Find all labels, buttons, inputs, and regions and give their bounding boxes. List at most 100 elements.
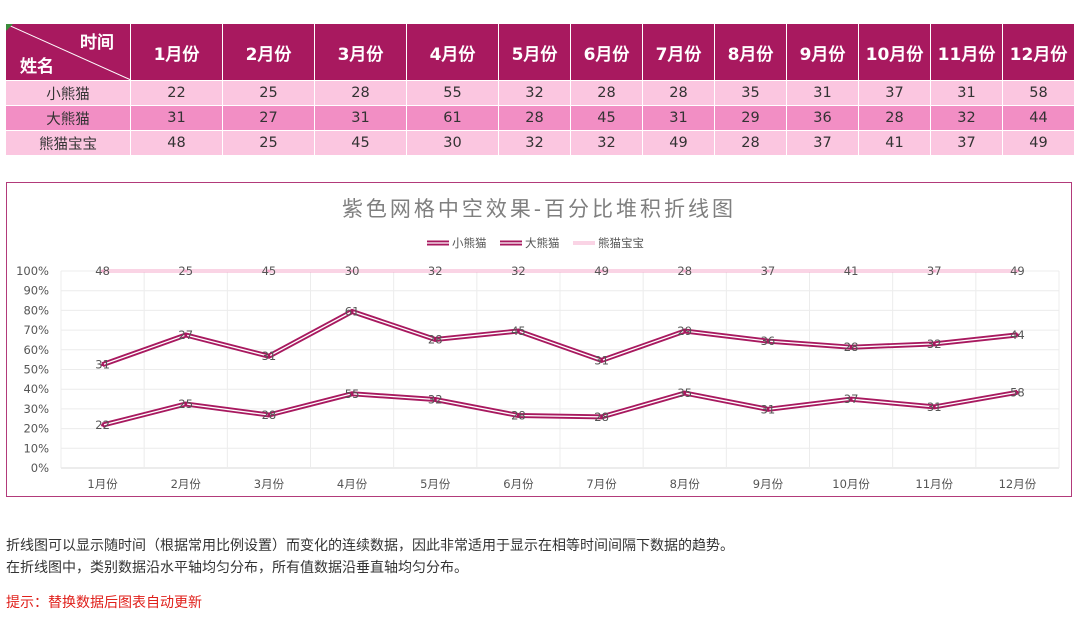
month-header: 9月份 bbox=[786, 23, 859, 81]
value-cell[interactable]: 37 bbox=[786, 130, 859, 156]
corner-time-label: 时间 bbox=[80, 33, 114, 53]
legend-label: 小熊猫 bbox=[452, 236, 487, 250]
data-label: 41 bbox=[844, 264, 859, 278]
data-point bbox=[932, 405, 936, 409]
data-point bbox=[433, 269, 437, 273]
data-label: 32 bbox=[428, 392, 443, 406]
data-point bbox=[101, 363, 105, 367]
value-cell[interactable]: 25 bbox=[222, 80, 315, 106]
data-point bbox=[849, 269, 853, 273]
chart-area[interactable]: 0% 10% 20% 30% 40% 50% 60% 70% 80% 90% 100% 1月份 2月份 3… bbox=[6, 182, 1072, 497]
value-cell[interactable]: 37 bbox=[858, 80, 931, 106]
value-cell[interactable]: 28 bbox=[714, 130, 787, 156]
value-cell[interactable]: 58 bbox=[1002, 80, 1075, 106]
data-table: 时间 姓名 1月份 2月份 3月份 4月份 5月份 6月份 7月份 8月份 9月… bbox=[5, 23, 1075, 156]
data-point bbox=[350, 269, 354, 273]
value-cell[interactable]: 55 bbox=[406, 80, 499, 106]
data-point bbox=[766, 269, 770, 273]
data-label: 32 bbox=[428, 264, 443, 278]
data-point bbox=[600, 269, 604, 273]
row-name-cell[interactable]: 小熊猫 bbox=[5, 80, 131, 106]
x-tick-label: 4月份 bbox=[337, 477, 368, 491]
value-cell[interactable]: 49 bbox=[642, 130, 715, 156]
data-label: 44 bbox=[1010, 328, 1025, 342]
data-point bbox=[683, 391, 687, 395]
corner-diagonal bbox=[6, 24, 131, 80]
value-cell[interactable]: 45 bbox=[314, 130, 407, 156]
data-label: 45 bbox=[511, 324, 526, 338]
value-cell[interactable]: 25 bbox=[222, 130, 315, 156]
value-cell[interactable]: 35 bbox=[714, 80, 787, 106]
value-cell[interactable]: 29 bbox=[714, 105, 787, 131]
data-point bbox=[516, 269, 520, 273]
chart-series bbox=[101, 269, 1019, 428]
value-cell[interactable]: 31 bbox=[642, 105, 715, 131]
value-cell[interactable]: 36 bbox=[786, 105, 859, 131]
row-name-cell[interactable]: 大熊猫 bbox=[5, 105, 131, 131]
value-cell[interactable]: 30 bbox=[406, 130, 499, 156]
data-label: 27 bbox=[178, 328, 193, 342]
table-row: 大熊猫 31 27 31 61 28 45 31 29 36 28 32 44 bbox=[5, 105, 1075, 131]
data-label: 28 bbox=[511, 408, 526, 422]
value-cell[interactable]: 45 bbox=[570, 105, 643, 131]
value-cell[interactable]: 44 bbox=[1002, 105, 1075, 131]
value-cell[interactable]: 37 bbox=[930, 130, 1003, 156]
data-point bbox=[516, 413, 520, 417]
data-point bbox=[184, 402, 188, 406]
table-corner-header: 时间 姓名 bbox=[5, 23, 131, 81]
data-point bbox=[101, 423, 105, 427]
data-label: 49 bbox=[1010, 264, 1025, 278]
value-cell[interactable]: 28 bbox=[858, 105, 931, 131]
value-cell[interactable]: 32 bbox=[498, 130, 571, 156]
data-label: 25 bbox=[178, 397, 193, 411]
chart-title: 紫色网格中空效果-百分比堆积折线图 bbox=[342, 197, 736, 221]
data-label: 31 bbox=[95, 358, 110, 372]
y-tick-label: 30% bbox=[23, 402, 49, 416]
value-cell[interactable]: 32 bbox=[498, 80, 571, 106]
row-name-cell[interactable]: 熊猫宝宝 bbox=[5, 130, 131, 156]
x-tick-label: 9月份 bbox=[753, 477, 784, 491]
value-cell[interactable]: 49 bbox=[1002, 130, 1075, 156]
value-cell[interactable]: 27 bbox=[222, 105, 315, 131]
value-cell[interactable]: 28 bbox=[498, 105, 571, 131]
chart-data-labels: 22 25 28 55 32 28 28 35 31 37 31 58 31 27 31 61 28 45 31 29… bbox=[95, 264, 1024, 432]
data-point bbox=[932, 269, 936, 273]
value-cell[interactable]: 28 bbox=[642, 80, 715, 106]
data-point bbox=[267, 413, 271, 417]
value-cell[interactable]: 31 bbox=[786, 80, 859, 106]
data-label: 35 bbox=[677, 386, 692, 400]
value-cell[interactable]: 28 bbox=[570, 80, 643, 106]
data-label: 32 bbox=[511, 264, 526, 278]
value-cell[interactable]: 31 bbox=[314, 105, 407, 131]
value-cell[interactable]: 32 bbox=[930, 105, 1003, 131]
value-cell[interactable]: 22 bbox=[130, 80, 223, 106]
data-label: 31 bbox=[761, 402, 776, 416]
month-header: 3月份 bbox=[314, 23, 407, 81]
data-label: 25 bbox=[178, 264, 193, 278]
value-cell[interactable]: 48 bbox=[130, 130, 223, 156]
value-cell[interactable]: 31 bbox=[930, 80, 1003, 106]
value-cell[interactable]: 61 bbox=[406, 105, 499, 131]
y-tick-label: 40% bbox=[23, 382, 49, 396]
chart-grid bbox=[60, 270, 1060, 469]
y-tick-label: 20% bbox=[23, 422, 49, 436]
data-point bbox=[433, 397, 437, 401]
data-label: 30 bbox=[345, 264, 360, 278]
month-header: 1月份 bbox=[130, 23, 223, 81]
data-point bbox=[267, 269, 271, 273]
data-point bbox=[101, 269, 105, 273]
data-label: 37 bbox=[761, 264, 776, 278]
value-cell[interactable]: 28 bbox=[314, 80, 407, 106]
series-line-inner bbox=[102, 391, 1018, 426]
x-tick-label: 8月份 bbox=[670, 477, 701, 491]
data-label: 55 bbox=[345, 387, 360, 401]
value-cell[interactable]: 32 bbox=[570, 130, 643, 156]
data-point bbox=[1015, 333, 1019, 337]
y-tick-label: 60% bbox=[23, 343, 49, 357]
value-cell[interactable]: 31 bbox=[130, 105, 223, 131]
tip-text: 提示：替换数据后图表自动更新 bbox=[6, 595, 202, 611]
table-row: 熊猫宝宝 48 25 45 30 32 32 49 28 37 41 37 49 bbox=[5, 130, 1075, 156]
month-header: 7月份 bbox=[642, 23, 715, 81]
value-cell[interactable]: 41 bbox=[858, 130, 931, 156]
month-header: 2月份 bbox=[222, 23, 315, 81]
